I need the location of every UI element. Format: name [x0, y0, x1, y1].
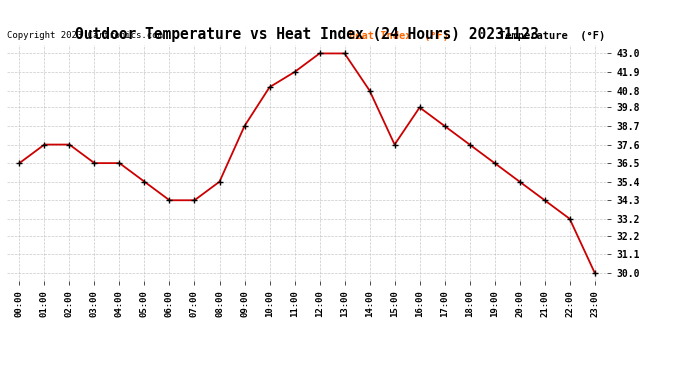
Text: Copyright 2023 Cartronics.com: Copyright 2023 Cartronics.com: [7, 31, 163, 40]
Title: Outdoor Temperature vs Heat Index (24 Hours) 20231123: Outdoor Temperature vs Heat Index (24 Ho…: [75, 27, 539, 42]
Text: Heat Index  (°F): Heat Index (°F): [349, 31, 449, 41]
Text: Temperature  (°F): Temperature (°F): [499, 31, 605, 41]
